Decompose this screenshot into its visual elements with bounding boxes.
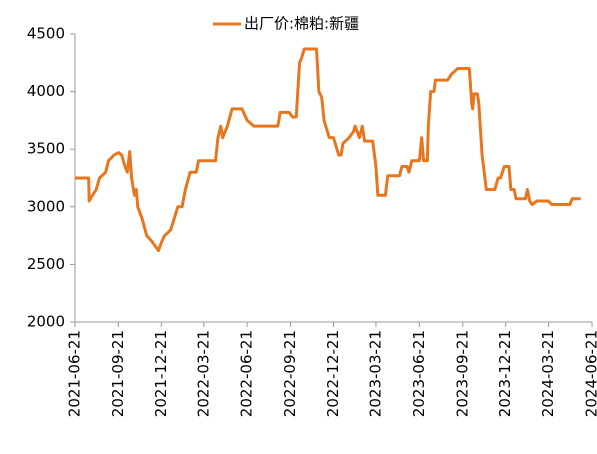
legend-label: 出厂价:棉粕:新疆 [244, 15, 359, 33]
x-tick-label: 2022-03-21 [194, 330, 212, 417]
x-tick-label: 2022-06-21 [238, 330, 256, 417]
y-tick-label: 3500 [27, 140, 65, 158]
y-tick-label: 2500 [27, 255, 65, 273]
x-tick-label: 2021-06-21 [66, 330, 84, 417]
x-tick-label: 2024-03-21 [539, 330, 557, 417]
x-tick-label: 2021-09-21 [109, 330, 127, 417]
x-tick-label: 2021-12-21 [152, 330, 170, 417]
y-tick-label: 4500 [27, 25, 65, 43]
x-tick-label: 2024-06-21 [583, 330, 597, 417]
y-tick-label: 2000 [27, 313, 65, 331]
x-tick-label: 2023-12-21 [496, 330, 514, 417]
x-tick-label: 2022-09-21 [281, 330, 299, 417]
y-tick-label: 3000 [27, 197, 65, 215]
line-series [75, 47, 581, 253]
x-tick-label: 2023-03-21 [366, 330, 384, 417]
x-tick-label: 2022-12-21 [324, 330, 342, 417]
y-tick-label: 4000 [27, 82, 65, 100]
x-tick-label: 2023-06-21 [410, 330, 428, 417]
x-tick-label: 2023-09-21 [453, 330, 471, 417]
